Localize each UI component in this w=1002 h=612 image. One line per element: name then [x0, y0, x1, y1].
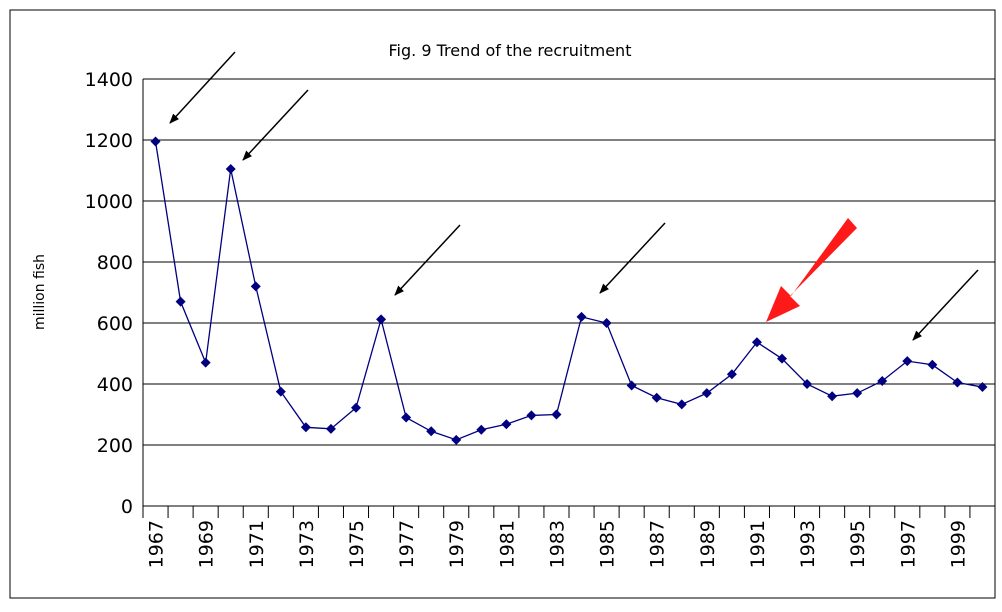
x-tick-label: 1993 [797, 520, 819, 568]
data-point [376, 314, 387, 325]
data-point [651, 392, 662, 403]
series-line [154, 141, 983, 441]
data-point [726, 369, 737, 380]
data-point [501, 419, 512, 430]
arrow [912, 269, 979, 341]
data-point [701, 388, 712, 399]
data-point [551, 409, 562, 420]
highlight-arrow [766, 218, 857, 322]
x-tick-label: 1989 [697, 520, 719, 568]
data-point [902, 356, 913, 367]
arrow [242, 89, 309, 161]
data-point [927, 359, 938, 370]
x-tick-label: 1999 [947, 520, 969, 568]
x-tick-label: 1985 [597, 520, 619, 568]
chart-title: Fig. 9 Trend of the recruitment [389, 41, 632, 60]
data-point [676, 399, 687, 410]
y-tick-label: 1000 [85, 191, 133, 213]
data-point [952, 377, 963, 388]
y-tick-label: 800 [97, 252, 133, 274]
arrow [599, 222, 666, 294]
y-tick-label: 1400 [85, 69, 133, 91]
data-point [877, 375, 888, 386]
x-tick-label: 1975 [346, 520, 368, 568]
x-tick-label: 1987 [647, 520, 669, 568]
y-tick-label: 1200 [85, 130, 133, 152]
x-tick-label: 1977 [396, 520, 418, 568]
y-tick-label: 400 [97, 374, 133, 396]
arrow [169, 51, 236, 124]
data-point [977, 382, 988, 393]
data-point [827, 391, 838, 402]
data-point [150, 136, 161, 147]
data-point [777, 353, 787, 364]
data-point [175, 296, 186, 307]
data-point [401, 412, 412, 423]
y-axis-label: million fish [32, 254, 48, 330]
data-point [476, 424, 487, 435]
plot-area: 0 200 400 600 800 1000 1200 1400 1967 1969 1971 197… [85, 69, 996, 568]
data-point [275, 386, 286, 397]
data-point [300, 422, 311, 433]
annotation-arrows [169, 51, 979, 341]
x-tick-label: 1971 [246, 520, 268, 568]
arrow [394, 224, 461, 296]
x-tick-label: 1981 [496, 520, 518, 568]
data-point [626, 380, 637, 391]
data-point [802, 379, 813, 389]
x-tick-label: 1991 [747, 520, 769, 568]
x-tick-label: 1973 [296, 520, 318, 568]
x-tick-label: 1995 [847, 520, 869, 568]
data-point [225, 163, 236, 174]
y-tick-label: 200 [97, 435, 133, 457]
data-point [325, 423, 336, 434]
data-point [526, 410, 537, 421]
data-point [751, 337, 762, 348]
x-tick-label: 1967 [146, 520, 168, 568]
y-tick-label: 0 [121, 496, 133, 518]
x-tick-label: 1983 [546, 520, 568, 568]
data-point [601, 318, 612, 328]
x-tick-label: 1969 [196, 520, 218, 568]
data-point [351, 402, 361, 413]
data-point [200, 357, 211, 368]
data-point [852, 388, 863, 399]
data-point [426, 426, 437, 437]
data-point [576, 311, 587, 322]
chart-border [9, 9, 996, 599]
x-tick-label: 1997 [897, 520, 919, 568]
data-point [451, 434, 462, 445]
x-tick-label: 1979 [446, 520, 468, 568]
data-point [250, 281, 261, 292]
y-tick-label: 600 [97, 313, 133, 335]
